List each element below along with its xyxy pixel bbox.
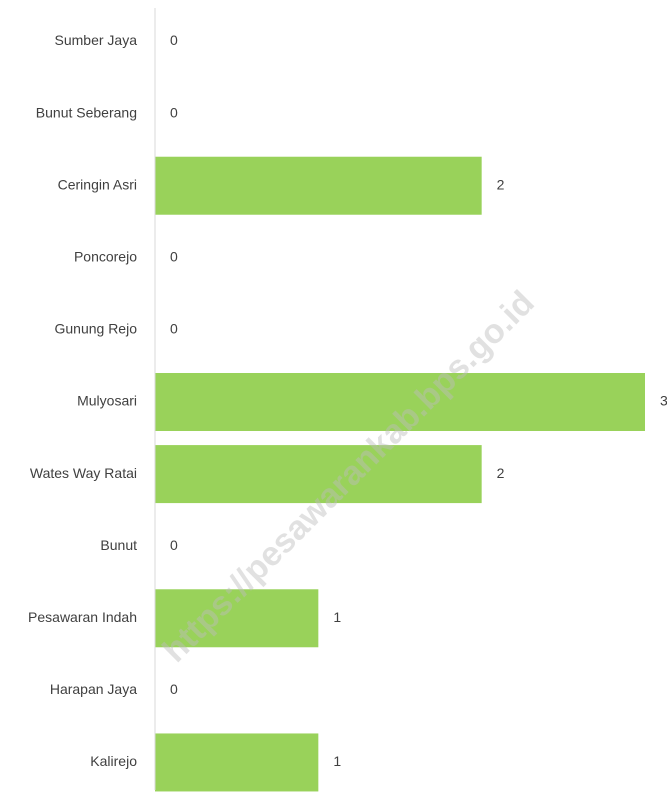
- data-label: 0: [170, 32, 178, 48]
- bar: [155, 156, 482, 215]
- data-label: 1: [333, 609, 341, 625]
- category-label: Harapan Jaya: [50, 681, 137, 697]
- category-label: Bunut Seberang: [36, 104, 137, 120]
- bar: [155, 589, 319, 648]
- data-label: 0: [170, 249, 178, 265]
- category-label: Ceringin Asri: [58, 176, 137, 192]
- data-label: 2: [497, 465, 505, 481]
- data-label: 0: [170, 681, 178, 697]
- data-label: 1: [333, 753, 341, 769]
- data-label: 2: [497, 176, 505, 192]
- category-label: Sumber Jaya: [55, 32, 138, 48]
- category-label: Wates Way Ratai: [30, 465, 137, 481]
- category-label: Kalirejo: [90, 753, 137, 769]
- data-label: 0: [170, 537, 178, 553]
- bar: [155, 733, 319, 792]
- category-label: Pesawaran Indah: [28, 609, 137, 625]
- bar: [155, 445, 482, 504]
- data-label: 0: [170, 321, 178, 337]
- category-label: Gunung Rejo: [54, 321, 137, 337]
- category-label: Bunut: [100, 537, 137, 553]
- bar: [155, 373, 645, 431]
- data-label: 0: [170, 104, 178, 120]
- category-label: Poncorejo: [74, 249, 137, 265]
- data-label: 3: [660, 393, 667, 409]
- category-label: Mulyosari: [77, 393, 137, 409]
